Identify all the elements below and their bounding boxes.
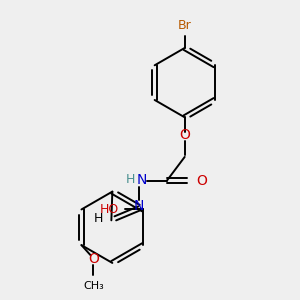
Text: N: N	[134, 200, 144, 214]
Text: N: N	[137, 173, 147, 187]
Text: O: O	[179, 128, 190, 142]
Text: CH₃: CH₃	[83, 281, 104, 291]
Text: H: H	[126, 173, 135, 186]
Text: H: H	[94, 212, 104, 225]
Text: HO: HO	[100, 203, 119, 216]
Text: Br: Br	[178, 19, 192, 32]
Text: O: O	[196, 174, 207, 188]
Text: O: O	[88, 252, 99, 266]
